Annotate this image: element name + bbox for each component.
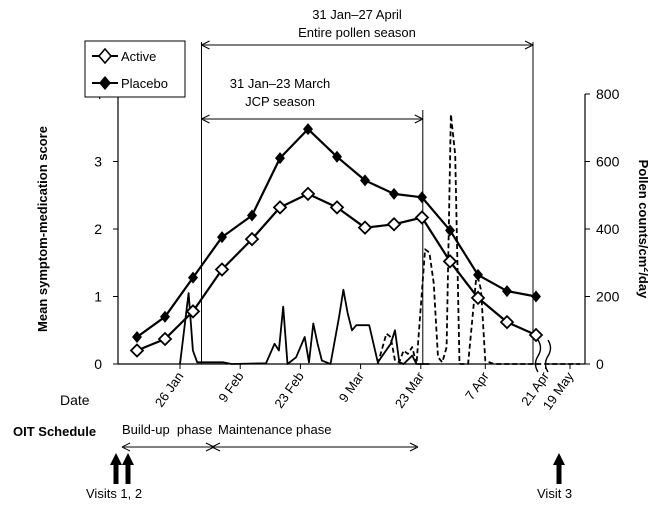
x-tick-label: 9 Feb [215, 369, 246, 405]
active-point [357, 220, 373, 235]
oit-schedule-title: OIT Schedule [13, 424, 96, 439]
legend-placebo-label: Placebo [121, 76, 168, 91]
visit-1-arrow-head [110, 453, 122, 465]
right-tick-label: 0 [596, 356, 604, 372]
visit-2-arrow-shaft [125, 464, 131, 484]
active-point [499, 314, 515, 330]
maintenance-phase-arrow-left-head [211, 442, 221, 452]
axis-break [534, 339, 552, 373]
entire-season-name-label: Entire pollen season [298, 25, 416, 40]
x-tick-label: 7 Apr [462, 369, 492, 403]
left-tick-label: 3 [94, 154, 102, 170]
placebo-point [303, 123, 313, 136]
maintenance-phase-arrow-right-head [409, 442, 419, 452]
visit-arrows [110, 453, 565, 484]
entire-season-bracket-right-head [524, 40, 534, 50]
x-tick-label: 26 Jan [152, 369, 187, 410]
maintenance-phase-label: Maintenance phase [218, 422, 331, 437]
x-tick-label: 23 Mar [392, 369, 428, 411]
active-point [414, 210, 430, 225]
active-point [214, 262, 230, 277]
visit-3-arrow-shaft [556, 464, 562, 484]
placebo-point [389, 187, 399, 200]
active-point [244, 231, 260, 247]
visits-1-2-label: Visits 1, 2 [86, 486, 142, 501]
left-tick-label: 2 [94, 221, 102, 237]
legend-active-label: Active [121, 49, 156, 64]
buildup-phase-arrow-left-head [121, 442, 131, 452]
active-point [300, 186, 316, 202]
placebo-point [217, 231, 227, 244]
left-y-ticks: 01234 [94, 86, 118, 372]
placebo-point [188, 271, 198, 284]
x-ticks: 26 Jan 9 Feb 23 Feb 9 Mar 23 Mar 7 Apr 21 Apr1… [152, 364, 577, 413]
placebo-point [531, 290, 541, 303]
legend-active-marker [97, 47, 113, 65]
right-tick-label: 600 [596, 154, 620, 170]
x-tick-label: 23 Feb [271, 369, 307, 411]
x-tick-label: 9 Mar [336, 369, 368, 405]
visit-3-label: Visit 3 [537, 486, 572, 501]
visit-2-arrow-head [122, 453, 134, 465]
right-y-ticks: 0 200 400 600 800 [585, 86, 620, 372]
jcp-season-date-label: 31 Jan–23 March [230, 76, 330, 91]
jcp-season-bracket-right-head [414, 114, 424, 124]
active-point [157, 331, 173, 347]
pollen-series [179, 113, 580, 365]
score-series [129, 123, 544, 358]
legend-placebo-marker [99, 76, 111, 90]
right-tick-label: 400 [596, 221, 620, 237]
oit-phase-arrows [121, 442, 419, 452]
left-tick-label: 0 [94, 356, 102, 372]
entire-season-date-label: 31 Jan–27 April [312, 7, 402, 22]
placebo-point [275, 152, 285, 165]
placebo-point [502, 285, 512, 298]
placebo-point [332, 150, 342, 163]
placebo-point [360, 174, 370, 187]
placebo-point [445, 224, 455, 237]
placebo-point [247, 209, 257, 222]
visit-3-arrow-head [553, 453, 565, 465]
left-y-axis-label: Mean symptom-medication score [35, 126, 50, 332]
jcp-season-bracket-left-head [201, 114, 210, 124]
legend-box [84, 40, 186, 98]
left-tick-label: 1 [94, 289, 102, 305]
active-point [470, 290, 486, 306]
right-tick-label: 800 [596, 86, 620, 102]
placebo-point [132, 331, 142, 343]
placebo-point [417, 191, 427, 204]
jcp-pollen-line [179, 288, 430, 365]
active-point [129, 343, 145, 358]
buildup-phase-label: Build-up phase [122, 422, 212, 437]
active-point [528, 327, 544, 343]
placebo-point [473, 268, 483, 281]
placebo-point [160, 310, 170, 323]
jcp-season-name-label: JCP season [245, 94, 315, 109]
legend: Active Placebo [84, 40, 186, 98]
active-point [272, 200, 288, 215]
right-y-axis-label: Pollen counts/cm2/day [636, 160, 648, 299]
active-point [185, 304, 201, 319]
active-point [386, 217, 402, 232]
cypress-pollen-line [376, 113, 580, 365]
entire-season-bracket-left-head [201, 40, 210, 50]
right-tick-label: 200 [596, 289, 620, 305]
active-point [442, 254, 458, 269]
visit-1-arrow-shaft [113, 464, 119, 484]
season-lines [201, 40, 534, 364]
x-axis-label: Date [60, 392, 90, 408]
active-point [329, 200, 345, 215]
plot-axes [117, 94, 586, 365]
